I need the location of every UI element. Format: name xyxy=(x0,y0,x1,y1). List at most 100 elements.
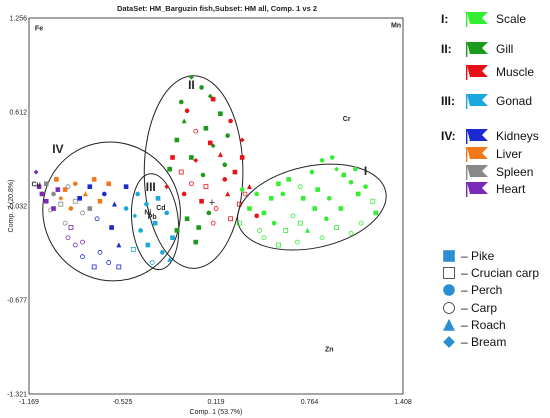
x-tick-label: 0.764 xyxy=(301,399,319,406)
data-point-kidneys xyxy=(106,260,112,265)
legend-tissue-gill: Gill xyxy=(496,42,513,56)
legend-species-label: – Crucian carp xyxy=(461,266,539,280)
legend-flag-pole xyxy=(466,94,468,109)
plot-area-frame xyxy=(28,17,404,395)
data-points xyxy=(33,74,379,270)
x-tick-label: -0.525 xyxy=(113,399,133,406)
data-point-scale xyxy=(280,191,286,197)
y-tick-label: -1.321 xyxy=(7,392,27,399)
data-point-muscle xyxy=(242,191,248,197)
data-point-heart xyxy=(33,169,39,175)
legend-tissue-spleen: Spleen xyxy=(496,165,533,179)
y-tick-label: -0.032 xyxy=(7,204,27,211)
data-point-scale xyxy=(334,166,339,172)
data-point-muscle xyxy=(210,220,216,226)
data-point-scale xyxy=(305,227,310,233)
data-point-scale xyxy=(319,235,325,241)
legend-species-label: – Perch xyxy=(461,283,502,297)
data-point-muscle xyxy=(178,169,184,175)
data-point-liver xyxy=(62,187,68,192)
origin-marker: + xyxy=(209,197,215,209)
variable-label-cu: Cu xyxy=(31,182,40,189)
data-point-gonad xyxy=(160,250,165,255)
data-point-scale xyxy=(348,230,354,236)
data-point-spleen xyxy=(72,198,78,204)
data-point-muscle xyxy=(239,137,245,143)
cluster-label-iv: IV xyxy=(52,142,63,156)
data-point-liver xyxy=(68,206,74,211)
data-point-scale xyxy=(239,187,245,192)
data-point-gonad xyxy=(155,196,161,201)
data-point-liver xyxy=(91,177,97,182)
data-point-gonad xyxy=(130,247,136,252)
data-point-kidneys xyxy=(116,264,122,270)
data-point-gill xyxy=(222,162,228,168)
cluster-label-iii: III xyxy=(146,180,156,194)
data-point-gill xyxy=(189,155,194,160)
data-point-gill xyxy=(178,99,184,105)
data-point-muscle xyxy=(236,201,242,207)
data-point-scale xyxy=(254,191,260,197)
data-point-kidneys xyxy=(87,184,93,189)
data-point-liver xyxy=(97,198,103,204)
data-point-kidneys xyxy=(77,196,82,201)
data-point-scale xyxy=(358,220,364,226)
legend-species-label: – Roach xyxy=(461,318,506,332)
legend-flag-icon xyxy=(467,12,488,24)
cluster-ellipse-iii xyxy=(130,173,180,271)
legend-marker-square-icon xyxy=(443,267,455,279)
data-point-heart xyxy=(51,206,56,211)
data-point-gonad xyxy=(145,242,151,248)
legend-marker-diamond-icon xyxy=(443,336,455,348)
legend-flag-pole xyxy=(466,12,468,27)
data-point-scale xyxy=(271,220,277,226)
cluster-label-i: I xyxy=(364,164,367,178)
data-point-gonad xyxy=(164,210,170,216)
data-point-gonad xyxy=(123,206,129,211)
data-point-muscle xyxy=(181,191,187,197)
data-point-scale xyxy=(276,242,281,248)
data-point-scale xyxy=(338,206,344,211)
data-point-scale xyxy=(329,155,335,160)
data-point-scale xyxy=(326,196,332,201)
data-point-gonad xyxy=(152,220,158,226)
data-point-gill xyxy=(174,137,180,143)
data-point-muscle xyxy=(199,198,204,204)
y-tick-label: 0.612 xyxy=(9,110,27,117)
cluster-label-ii: II xyxy=(188,78,195,92)
legend-marker-square-icon xyxy=(443,250,455,262)
data-point-liver xyxy=(106,181,111,187)
data-point-gill xyxy=(225,133,230,138)
legend-flag-icon xyxy=(467,147,488,159)
variable-label-cd: Cd xyxy=(156,205,165,212)
data-point-scale xyxy=(363,184,368,189)
data-point-gill xyxy=(199,85,204,90)
legend-flag-icon xyxy=(467,65,488,77)
data-point-muscle xyxy=(207,140,213,146)
data-point-kidneys xyxy=(80,254,85,260)
legend-marker-triangle-icon xyxy=(443,318,455,331)
data-point-muscle xyxy=(254,213,260,219)
data-point-scale xyxy=(247,206,252,211)
cluster-ellipse-ii xyxy=(143,75,244,269)
data-point-scale xyxy=(268,196,274,201)
data-point-muscle xyxy=(210,96,216,102)
y-tick-label: 1.256 xyxy=(9,16,27,23)
data-point-gonad xyxy=(138,228,143,233)
data-point-muscle xyxy=(222,177,228,182)
data-point-kidneys xyxy=(102,191,107,197)
data-point-gill xyxy=(167,166,172,172)
data-point-scale xyxy=(370,198,376,204)
data-point-gill xyxy=(188,74,194,80)
data-point-gill xyxy=(196,225,201,230)
data-point-muscle xyxy=(184,108,190,114)
legend-tissue-liver: Liver xyxy=(496,147,522,161)
data-point-liver xyxy=(54,177,59,182)
data-point-scale xyxy=(297,184,303,190)
data-point-scale xyxy=(286,177,291,182)
legend-tissue-kidneys: Kidneys xyxy=(496,129,539,143)
data-point-kidneys xyxy=(116,242,122,248)
data-point-kidneys xyxy=(123,184,129,189)
variable-label-zn: Zn xyxy=(325,347,334,354)
